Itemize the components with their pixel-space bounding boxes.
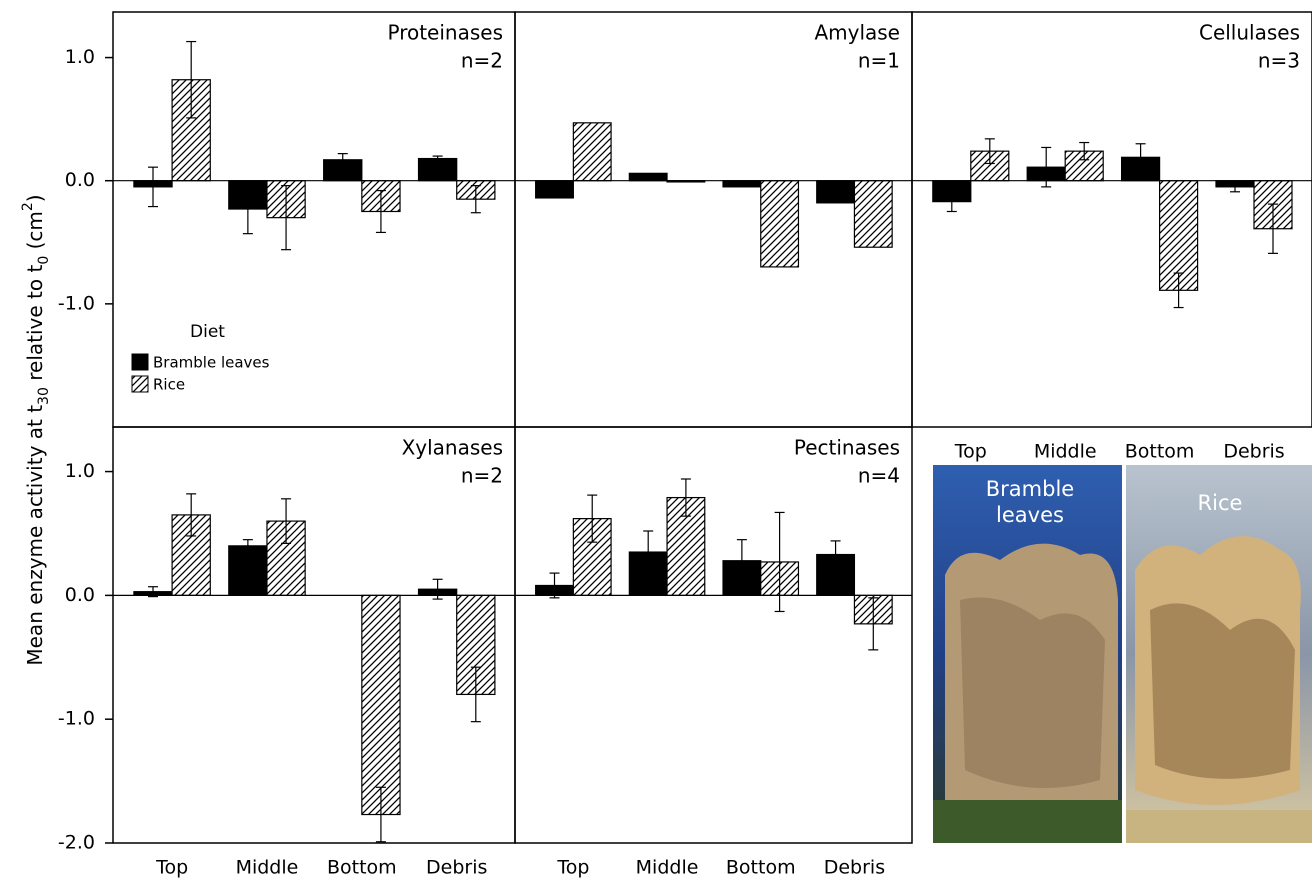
bar [573, 123, 611, 181]
x-tick-label: Middle [236, 857, 299, 879]
panel-title: Pectinases [794, 436, 900, 460]
panel-title: Xylanases [402, 436, 503, 460]
bar [723, 181, 761, 187]
panel-frame [113, 427, 515, 843]
legend-label: Bramble leaves [153, 354, 270, 372]
legend-label: Rice [153, 376, 185, 394]
x-tick-label: Top [155, 857, 188, 879]
x-tick-label: Bottom [1125, 441, 1195, 463]
x-tick-label: Bottom [726, 857, 796, 879]
bar [761, 181, 799, 267]
bar [817, 181, 855, 203]
x-tick-label: Top [954, 441, 987, 463]
panel-title: Proteinases [387, 21, 503, 45]
photo-label: Rice [1150, 490, 1290, 516]
panel-subtitle: n=4 [858, 464, 900, 488]
panel-subtitle: n=2 [461, 464, 503, 488]
y-tick-label: 1.0 [65, 46, 95, 68]
bar [419, 159, 457, 181]
y-tick-label: -1.0 [58, 708, 95, 730]
y-axis-label: Mean enzyme activity at t30 relative to … [20, 194, 52, 665]
panel-title: Amylase [814, 21, 900, 45]
x-tick-label: Bottom [327, 857, 397, 879]
y-axis-label-part: (cm [23, 211, 47, 256]
y-axis-label-part: Mean enzyme activity at t [23, 405, 47, 666]
bar [362, 595, 400, 814]
y-tick-label: -1.0 [58, 292, 95, 314]
panel-subtitle: n=3 [1258, 49, 1300, 73]
y-axis-label-part: 2 [20, 202, 36, 211]
panel-frame [515, 427, 912, 843]
y-tick-label: -2.0 [58, 832, 95, 854]
bar [629, 173, 667, 180]
figure: Mean enzyme activity at t30 relative to … [0, 0, 1312, 882]
y-axis-label-part: 30 [36, 387, 52, 405]
y-axis-label-part: relative to t [23, 265, 47, 388]
x-tick-label: Top [556, 857, 589, 879]
y-axis-label-part: ) [23, 194, 47, 202]
photo-label: Bramble leaves [960, 476, 1100, 528]
chart: Mean enzyme activity at t30 relative to … [0, 0, 1312, 882]
legend-title: Diet [190, 322, 225, 342]
panel-title: Cellulases [1199, 21, 1300, 45]
x-tick-label: Middle [636, 857, 699, 879]
y-tick-label: 0.0 [65, 169, 95, 191]
panel-frame [515, 12, 912, 427]
y-tick-label: 1.0 [65, 460, 95, 482]
bar [229, 546, 267, 596]
x-tick-label: Debris [426, 857, 487, 879]
bar [536, 181, 574, 198]
panel-subtitle: n=1 [858, 49, 900, 73]
legend-swatch [132, 376, 148, 392]
bar [854, 181, 892, 247]
x-tick-label: Debris [1223, 441, 1284, 463]
panel-subtitle: n=2 [461, 49, 503, 73]
y-tick-label: 0.0 [65, 584, 95, 606]
x-tick-label: Middle [1034, 441, 1097, 463]
x-tick-label: Debris [824, 857, 885, 879]
y-axis-label-part: 0 [36, 256, 52, 265]
panel-frame [912, 12, 1312, 427]
legend-swatch [132, 354, 148, 370]
